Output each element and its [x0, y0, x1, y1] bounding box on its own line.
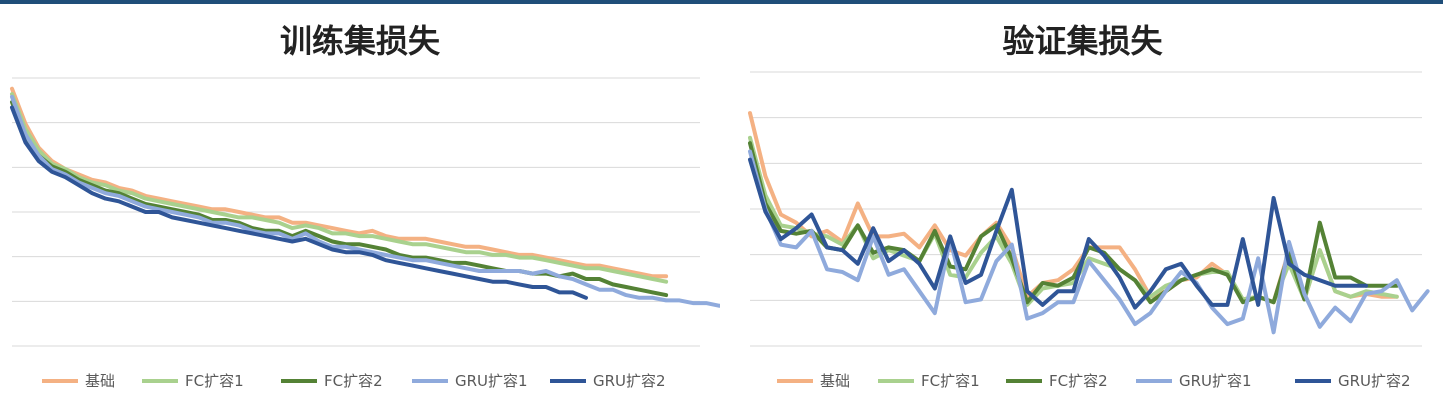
val-loss-plot: 基础 FC扩容1 FC扩容2 GRU扩容1 GRU扩容2 [748, 71, 1430, 390]
legend-label: GRU扩容2 [593, 372, 666, 390]
legend-label: 基础 [820, 372, 850, 390]
train-loss-plot: 基础 FC扩容1 FC扩容2 GRU扩容1 GRU扩容2 [10, 77, 720, 390]
series-line [748, 149, 1430, 335]
series-line [10, 94, 720, 308]
legend-label: FC扩容1 [185, 372, 244, 390]
series-line [10, 86, 669, 279]
legend-label: FC扩容2 [324, 372, 383, 390]
top-accent-bar [0, 0, 1443, 4]
legend-label: GRU扩容1 [1179, 372, 1252, 390]
series-line [748, 157, 1368, 310]
legend-label: 基础 [85, 372, 115, 390]
legend-label: GRU扩容2 [1338, 372, 1411, 390]
series-line [10, 92, 669, 284]
train-loss-chart: 训练集损失 基础 FC扩容1 FC扩容2 GRU扩容1 GRU扩容2 [0, 4, 720, 411]
chart-title: 验证集损失 [1002, 22, 1163, 60]
chart-title: 训练集损失 [279, 22, 440, 60]
legend-label: GRU扩容1 [455, 372, 528, 390]
val-loss-chart: 验证集损失 基础 FC扩容1 FC扩容2 GRU扩容1 GRU扩容2 [722, 4, 1443, 411]
legend-label: FC扩容1 [921, 372, 980, 390]
legend-label: FC扩容2 [1049, 372, 1108, 390]
series-line [10, 105, 588, 300]
